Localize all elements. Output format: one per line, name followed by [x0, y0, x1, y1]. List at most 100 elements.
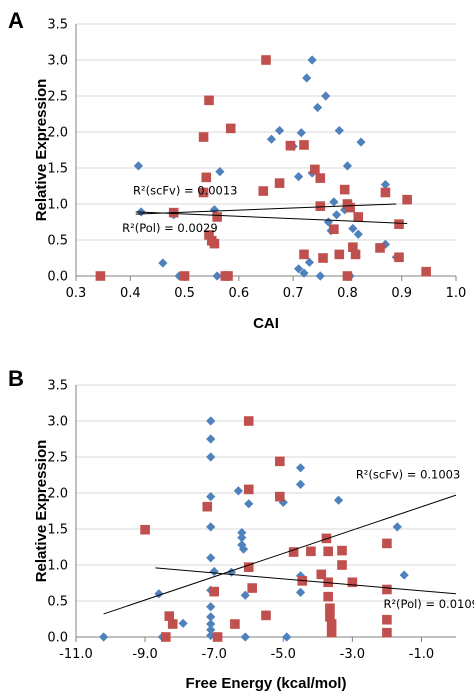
- data-point-diamond: [233, 486, 243, 496]
- data-point-diamond: [392, 522, 402, 532]
- data-point-square: [212, 632, 223, 642]
- data-point-square: [299, 249, 309, 260]
- data-point-square: [315, 201, 326, 211]
- data-point-square: [329, 224, 339, 234]
- data-point-diamond: [295, 571, 306, 581]
- data-point-diamond: [215, 167, 225, 177]
- data-point-square: [140, 524, 150, 535]
- data-point-square: [323, 546, 333, 557]
- r-squared-annotation: R²(Pol) = 0.0029: [122, 221, 218, 235]
- data-point-square: [353, 212, 364, 222]
- data-point-diamond: [206, 416, 216, 426]
- y-tick-label: 0.0: [47, 270, 68, 285]
- panel-label-b: B: [8, 366, 24, 391]
- y-tick-label: 2.0: [47, 126, 68, 141]
- data-point-square: [209, 586, 219, 597]
- x-tick-label: 0.5: [174, 286, 195, 301]
- x-tick-label: 0.6: [229, 286, 250, 301]
- y-tick-label: 3.0: [47, 415, 68, 430]
- data-point-diamond: [209, 205, 220, 215]
- data-point-diamond: [240, 590, 250, 600]
- data-point-square: [198, 187, 209, 198]
- data-point-diamond: [295, 463, 306, 473]
- x-tick-label: -11.0: [59, 647, 93, 662]
- data-point-diamond: [302, 73, 312, 83]
- data-point-diamond: [240, 632, 250, 642]
- panel-label-a: A: [8, 8, 24, 33]
- chart-panel-b: 0.0 0.5 1.0 1.5 2.0 2.5 3.0 3.5 -11.0 -9.0 -7.0 -5.…: [33, 379, 474, 693]
- data-point-square: [382, 614, 392, 625]
- data-point-diamond: [293, 172, 304, 182]
- data-point-diamond: [356, 137, 366, 147]
- data-point-square: [339, 184, 350, 195]
- data-point-square: [334, 249, 345, 260]
- y-tick-label: 1.0: [47, 559, 68, 574]
- data-point-diamond: [333, 495, 344, 505]
- x-tick-label: -1.0: [409, 647, 434, 662]
- data-point-diamond: [331, 210, 342, 220]
- data-point-square: [167, 619, 178, 629]
- y-tick-label: 1.5: [47, 162, 68, 177]
- data-point-diamond: [206, 612, 216, 622]
- data-point-diamond: [353, 229, 363, 239]
- x-tick-label: -3.0: [340, 647, 365, 662]
- data-point-square: [261, 610, 271, 621]
- data-point-square: [285, 140, 296, 151]
- x-tick-label: 0.9: [391, 286, 412, 301]
- x-tick-label: -9.0: [132, 647, 157, 662]
- data-point-square: [316, 569, 327, 580]
- data-point-diamond: [237, 528, 247, 538]
- data-point-square: [274, 178, 285, 188]
- data-point-diamond: [206, 522, 216, 532]
- y-tick-label: 2.0: [47, 487, 68, 502]
- data-point-diamond: [99, 632, 109, 642]
- data-point-square: [288, 547, 299, 557]
- trendline: [135, 203, 397, 215]
- data-point-square: [179, 271, 190, 281]
- data-point-square: [337, 560, 347, 570]
- data-point-diamond: [206, 434, 216, 444]
- data-point-diamond: [206, 619, 216, 629]
- data-point-diamond: [266, 134, 277, 144]
- data-point-diamond: [158, 258, 168, 268]
- data-point-square: [161, 632, 171, 642]
- x-axis-title: Free Energy (kcal/mol): [186, 675, 347, 692]
- data-point-diamond: [244, 499, 254, 509]
- data-point-diamond: [342, 161, 353, 171]
- data-point-diamond: [282, 632, 292, 642]
- data-point-diamond: [278, 497, 288, 507]
- data-point-diamond: [206, 553, 216, 563]
- data-point-square: [243, 562, 254, 572]
- data-point-square: [394, 252, 404, 263]
- data-point-square: [306, 546, 316, 557]
- data-point-diamond: [154, 589, 164, 599]
- data-point-diamond: [380, 179, 391, 190]
- data-point-square: [382, 538, 392, 549]
- r-squared-annotation: R²(scFv) = 0.1003: [356, 468, 461, 482]
- x-axis-title: CAI: [253, 315, 279, 332]
- data-point-diamond: [312, 102, 323, 113]
- y-tick-label: 3.5: [47, 18, 68, 33]
- y-axis-title: Relative Expression: [33, 79, 50, 222]
- data-point-square: [345, 202, 355, 213]
- data-point-square: [375, 243, 385, 253]
- data-point-diamond: [293, 264, 304, 274]
- data-point-diamond: [304, 257, 315, 267]
- data-point-square: [325, 603, 335, 613]
- data-point-square: [347, 577, 358, 588]
- x-tick-label: 0.4: [120, 286, 141, 301]
- data-point-square: [223, 271, 233, 281]
- y-tick-label: 3.5: [47, 379, 68, 394]
- data-point-diamond: [206, 452, 216, 462]
- data-point-square: [243, 484, 254, 495]
- data-point-square: [225, 123, 236, 134]
- data-point-diamond: [209, 566, 219, 577]
- data-point-square: [350, 249, 361, 260]
- y-axis-title: Relative Expression: [33, 440, 50, 583]
- data-point-diamond: [178, 618, 188, 628]
- x-tick-label: 0.8: [337, 286, 358, 301]
- x-tick-label: -5.0: [271, 647, 296, 662]
- data-point-square: [261, 55, 271, 65]
- data-point-square: [204, 230, 214, 240]
- data-point-square: [315, 173, 326, 183]
